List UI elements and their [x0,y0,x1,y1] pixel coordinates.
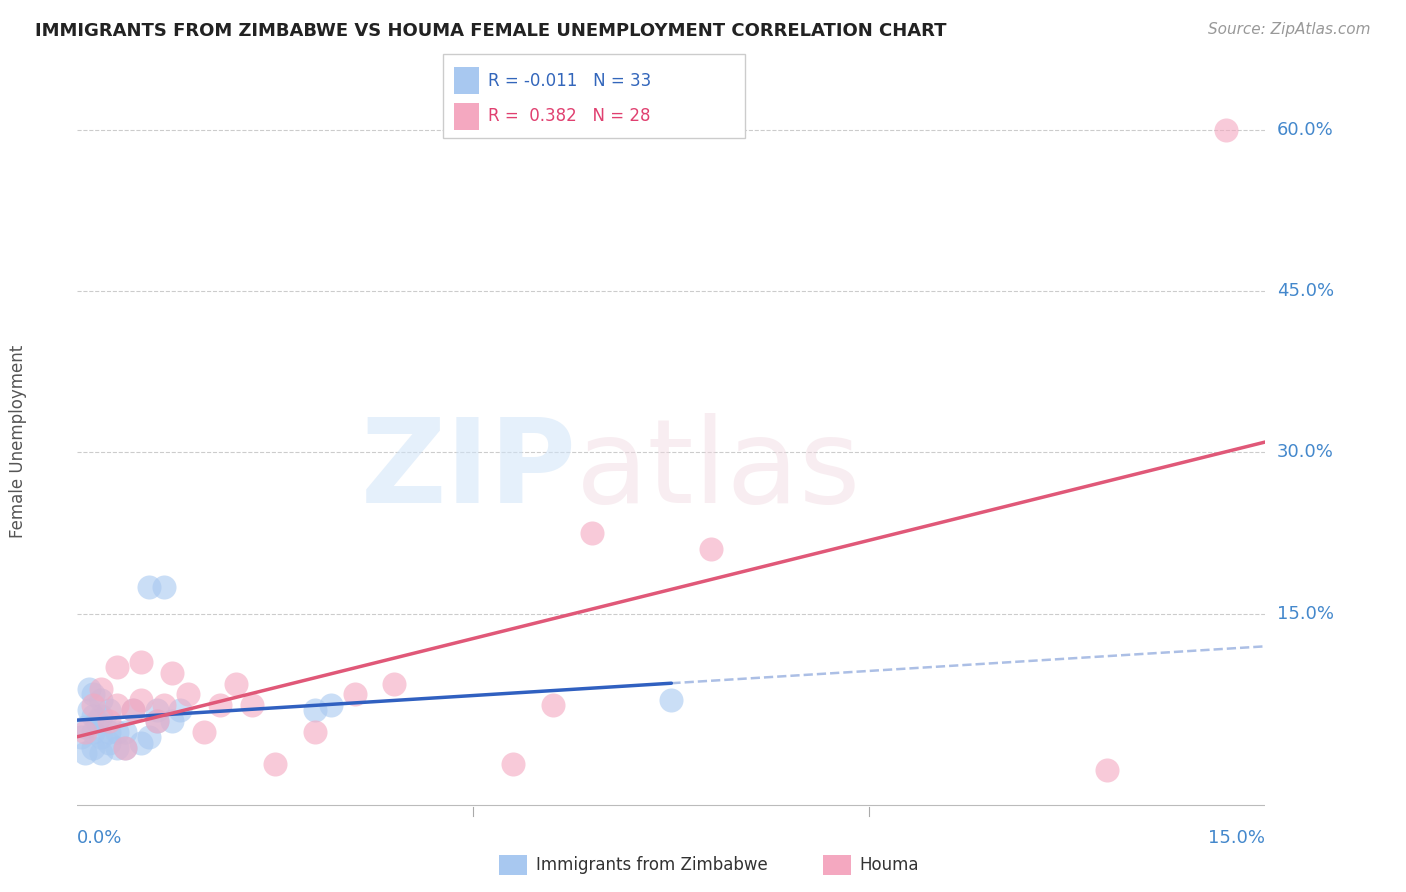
Point [82,708,104,723]
Point [129,692,152,706]
Point [145,703,167,717]
Point [304,725,326,739]
Point [700,542,723,557]
Point [304,703,326,717]
Text: 0.0%: 0.0% [77,830,122,847]
Point [382,676,405,690]
Text: 15.0%: 15.0% [1277,605,1334,623]
Point [581,526,603,541]
Point [82,698,104,712]
Point [75,747,97,761]
Text: Houma: Houma [859,856,918,874]
Point [225,676,247,690]
Point [138,580,160,594]
Point [98,703,121,717]
Text: R =  0.382   N = 28: R = 0.382 N = 28 [488,107,651,125]
Point [121,703,143,717]
Point [114,741,136,756]
Point [145,714,167,729]
Point [502,757,524,772]
Text: ZIP: ZIP [360,413,576,528]
Point [105,660,128,674]
Point [75,720,97,734]
Point [105,698,128,712]
Point [98,736,121,750]
Point [77,681,100,696]
Point [90,681,112,696]
Text: atlas: atlas [576,413,862,528]
Point [1215,122,1237,136]
Point [82,725,104,739]
Point [169,703,191,717]
Point [77,703,100,717]
Point [153,580,176,594]
Point [82,741,104,756]
Point [153,698,176,712]
Point [264,757,287,772]
Point [98,714,121,729]
Point [319,698,342,712]
Point [90,731,112,745]
Point [129,655,152,669]
Point [86,714,108,729]
Point [138,731,160,745]
Text: Source: ZipAtlas.com: Source: ZipAtlas.com [1208,22,1371,37]
Point [193,725,215,739]
Point [121,703,143,717]
Text: Immigrants from Zimbabwe: Immigrants from Zimbabwe [536,856,768,874]
Text: Female Unemployment: Female Unemployment [10,345,28,538]
Point [114,725,136,739]
Text: 15.0%: 15.0% [1208,830,1265,847]
Point [162,714,184,729]
Point [145,714,167,729]
Point [75,725,97,739]
Point [661,692,683,706]
Point [90,692,112,706]
Point [70,731,93,745]
Point [82,687,104,701]
Text: R = -0.011   N = 33: R = -0.011 N = 33 [488,71,651,89]
Point [114,741,136,756]
Text: 45.0%: 45.0% [1277,282,1334,300]
Point [98,725,121,739]
Text: 30.0%: 30.0% [1277,443,1333,461]
Point [177,687,200,701]
Point [90,708,112,723]
Point [90,747,112,761]
Text: 60.0%: 60.0% [1277,120,1333,138]
Point [105,725,128,739]
Point [162,665,184,680]
Point [208,698,231,712]
Text: IMMIGRANTS FROM ZIMBABWE VS HOUMA FEMALE UNEMPLOYMENT CORRELATION CHART: IMMIGRANTS FROM ZIMBABWE VS HOUMA FEMALE… [35,22,946,40]
Point [343,687,366,701]
Point [105,741,128,756]
Point [1095,763,1118,777]
Point [240,698,263,712]
Point [129,736,152,750]
Point [541,698,564,712]
